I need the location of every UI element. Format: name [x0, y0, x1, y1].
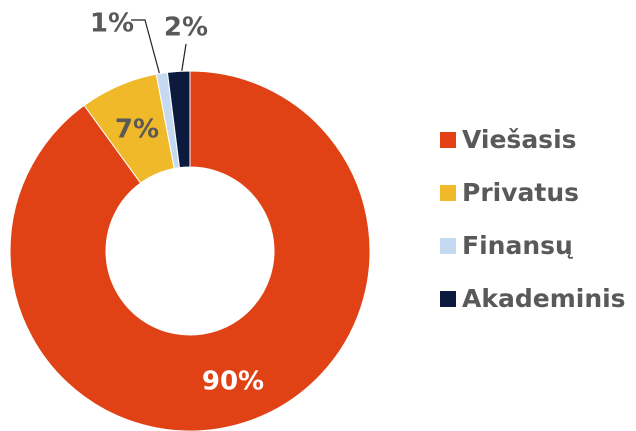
data-label: 90%	[202, 367, 264, 397]
data-label: 2%	[164, 13, 208, 43]
legend-label: Finansų	[462, 231, 573, 260]
legend-label: Viešasis	[462, 125, 577, 154]
legend-swatch	[440, 291, 456, 307]
legend-swatch	[440, 185, 456, 201]
legend-swatch	[440, 132, 456, 148]
leader-line	[180, 43, 187, 77]
data-label: 1%	[90, 9, 134, 39]
legend-label: Akademinis	[462, 284, 626, 313]
legend-swatch	[440, 238, 456, 254]
donut-slice	[166, 70, 191, 169]
donut-slice	[9, 70, 371, 431]
legend-label: Privatus	[462, 178, 579, 207]
data-label: 7%	[115, 115, 159, 145]
